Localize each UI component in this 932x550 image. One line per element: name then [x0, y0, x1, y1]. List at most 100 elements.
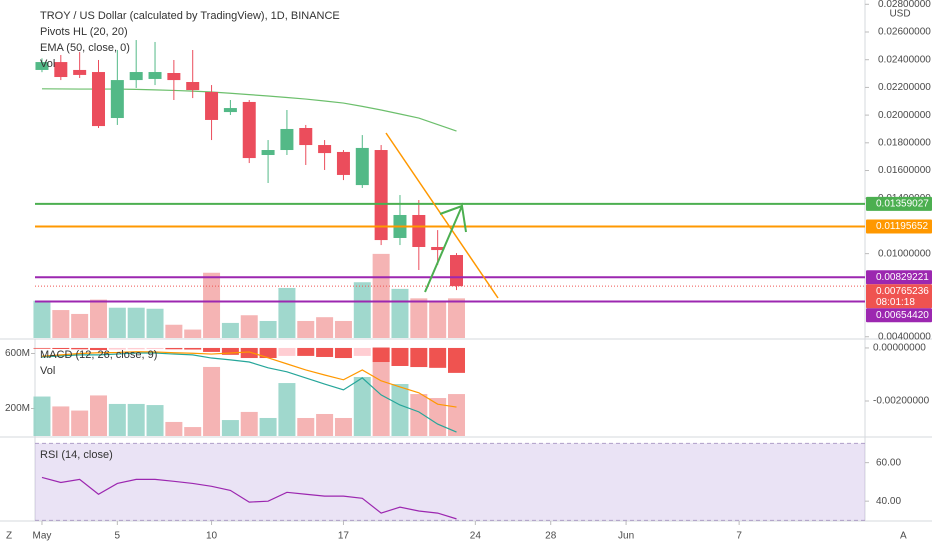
histogram-bar [146, 347, 164, 350]
candle-body [299, 127, 313, 146]
volume-bar [316, 413, 334, 436]
volume-bar [372, 253, 390, 338]
candle-body [167, 73, 181, 81]
volume-bar [391, 288, 409, 338]
price-label: 0.00765236 [876, 286, 929, 297]
volume-bar [353, 376, 371, 436]
y-tick-label: 0.02000000 [878, 110, 931, 121]
candle-body [129, 72, 143, 81]
y-tick-label: 0.02600000 [878, 27, 931, 38]
histogram-bar [71, 347, 89, 350]
histogram-bar [165, 347, 183, 350]
histogram-bar [108, 347, 126, 350]
trend-line-drawing [385, 132, 499, 299]
volume-bar [89, 395, 107, 436]
candle-body [261, 150, 275, 156]
histogram-bar [221, 347, 239, 355]
histogram-bar [334, 347, 352, 359]
histogram-bar [372, 347, 390, 363]
indicator-label: Vol [40, 365, 55, 377]
candle-body [318, 145, 332, 154]
candle-body [205, 91, 219, 120]
x-tick-label: May [33, 531, 52, 542]
candle-body [186, 82, 200, 91]
volume-bar [297, 417, 315, 436]
volume-bar [297, 320, 315, 338]
histogram-bar [127, 347, 145, 350]
price-label-box [866, 308, 932, 323]
volume-bar [127, 307, 145, 338]
histogram-bar [353, 347, 371, 356]
rsi-band [35, 443, 865, 521]
candle-body [148, 72, 162, 79]
y-tick-label: 0.02200000 [878, 82, 931, 93]
volume-bar [448, 298, 466, 338]
x-tick-label: 28 [545, 531, 557, 542]
histogram-bar [240, 347, 258, 359]
histogram-bar [391, 347, 409, 366]
volume-bar [316, 317, 334, 338]
candle-body [91, 72, 105, 127]
y-tick-label: 0.00000000 [873, 343, 926, 354]
volume-bar [71, 410, 89, 436]
currency-label: USD [889, 9, 910, 20]
histogram-bar [316, 347, 334, 357]
rsi-line [41, 476, 457, 520]
price-label-box [866, 219, 932, 234]
candle-body [431, 246, 445, 251]
histogram-bar [89, 347, 107, 351]
volume-bar [146, 308, 164, 338]
volume-bar [165, 421, 183, 436]
indicator-label: Vol [40, 58, 55, 70]
arrow-head [439, 205, 463, 215]
volume-bar [334, 320, 352, 338]
price-label-box [866, 284, 932, 309]
volume-bar [52, 310, 70, 338]
volume-bar [278, 383, 296, 436]
volume-bar [429, 302, 447, 338]
x-tick-label: Jun [618, 531, 634, 542]
macd-line [41, 352, 457, 433]
histogram-bar [448, 347, 466, 373]
macd-line [41, 351, 457, 408]
toolbar-button[interactable]: Z [6, 531, 12, 542]
y-tick-label: 0.01800000 [878, 137, 931, 148]
volume-bar [410, 394, 428, 436]
candle-body [35, 62, 49, 70]
volume-bar [353, 282, 371, 338]
candle-body [450, 255, 464, 287]
countdown-label: 08:01:18 [876, 297, 915, 308]
histogram-bar [33, 347, 51, 349]
volume-bar [334, 417, 352, 436]
volume-bar [391, 384, 409, 436]
volume-bar [278, 287, 296, 338]
indicator-label: MACD (12, 26, close, 9) [40, 349, 157, 361]
volume-bar [259, 320, 277, 338]
x-tick-label: 17 [338, 531, 350, 542]
price-label: 0.01195652 [876, 221, 929, 232]
candle-body [412, 214, 426, 247]
toolbar-button[interactable]: A [900, 531, 907, 542]
candle-body [223, 108, 237, 113]
x-tick-label: 7 [736, 531, 742, 542]
candle-body [355, 147, 369, 186]
histogram-bar [259, 347, 277, 359]
y-tick-label: 0.00400000 [878, 331, 931, 342]
y-tick-label: 40.00 [876, 496, 901, 507]
volume-bar [259, 417, 277, 436]
y2-tick-label: 600M [5, 348, 30, 359]
candle-body [336, 151, 350, 175]
y-tick-label: -0.00200000 [873, 396, 930, 407]
volume-bar [184, 329, 202, 338]
volume-bar [184, 427, 202, 436]
volume-bar [221, 420, 239, 436]
volume-bar [33, 396, 51, 436]
histogram-bar [278, 347, 296, 356]
chart-title: TROY / US Dollar (calculated by TradingV… [40, 10, 340, 22]
x-tick-label: 10 [206, 531, 218, 542]
volume-bar [127, 403, 145, 436]
histogram-bar [297, 347, 315, 356]
price-label-box [866, 196, 932, 211]
